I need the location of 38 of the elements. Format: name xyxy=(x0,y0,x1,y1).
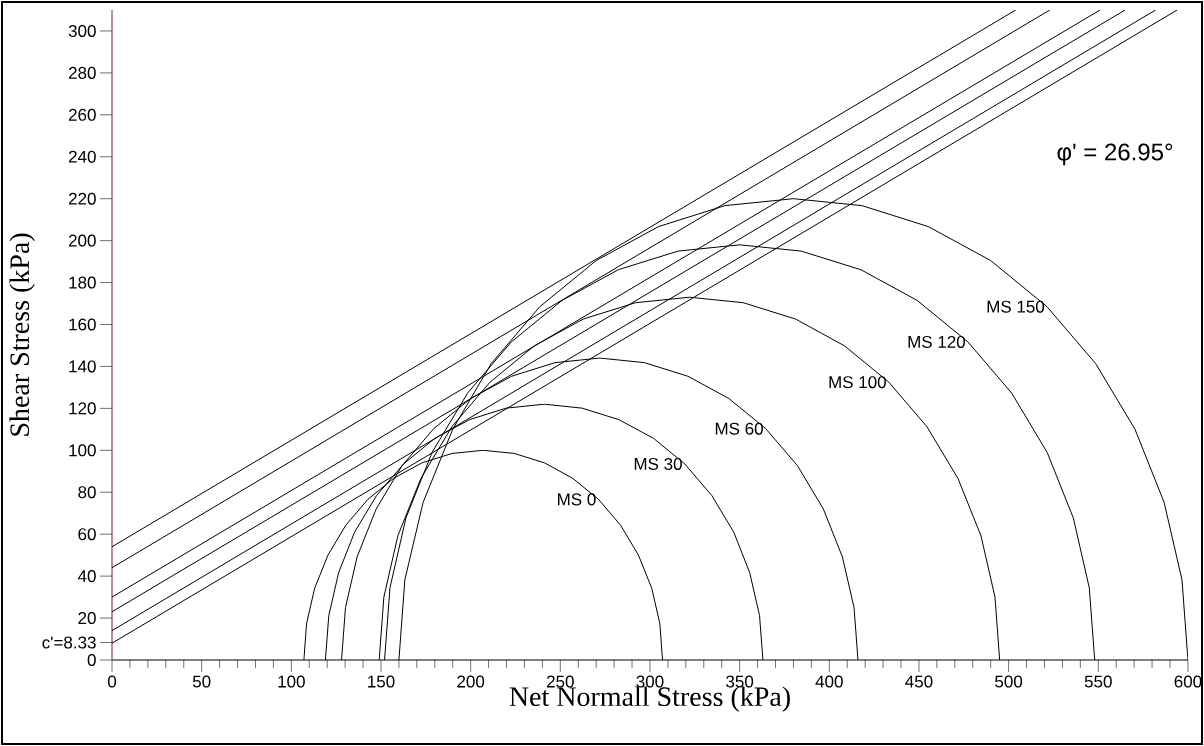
y-tick-label: 20 xyxy=(78,612,96,625)
x-tick-label: 200 xyxy=(457,675,485,688)
x-tick-label: 50 xyxy=(192,675,211,688)
x-tick-label: 250 xyxy=(546,675,574,688)
y-tick-label: 260 xyxy=(68,108,96,121)
annotation: φ' = 26.95° xyxy=(1057,143,1173,166)
x-tick-label: 400 xyxy=(815,675,843,688)
x-tick-label: 450 xyxy=(905,675,933,688)
x-tick-label: 550 xyxy=(1084,675,1112,688)
y-tick-label: c'=8.33 xyxy=(42,636,96,649)
y-tick-label: 0 xyxy=(87,653,96,667)
y-tick-label: 200 xyxy=(68,234,96,247)
x-tick-label: 100 xyxy=(278,675,305,688)
y-tick-label: 40 xyxy=(77,570,96,583)
y-tick-label: 120 xyxy=(69,402,96,415)
x-tick-label: 0 xyxy=(107,675,117,688)
series-label: MS 100 xyxy=(829,376,886,389)
y-axis-title: Shear Stress (kPa) xyxy=(9,233,35,436)
y-tick-label: 60 xyxy=(78,528,96,541)
series-label: MS 30 xyxy=(634,457,682,470)
y-tick-label: 100 xyxy=(69,444,96,457)
y-tick-label: 240 xyxy=(68,150,96,163)
series-label: MS 0 xyxy=(558,493,596,506)
x-tick-label: 150 xyxy=(368,675,395,688)
y-tick-label: 180 xyxy=(69,276,96,289)
series-label: MS 150 xyxy=(987,300,1045,313)
x-tick-label: 300 xyxy=(636,675,664,688)
x-tick-label: 600 xyxy=(1174,675,1202,688)
series-label: MS 60 xyxy=(715,422,763,435)
y-tick-label: 80 xyxy=(78,486,96,499)
y-tick-label: 160 xyxy=(69,318,96,331)
y-tick-label: 300 xyxy=(68,24,96,37)
x-tick-label: 500 xyxy=(995,675,1023,688)
y-tick-label: 140 xyxy=(69,360,96,373)
y-tick-label: 280 xyxy=(68,66,96,79)
x-tick-label: 350 xyxy=(726,675,754,688)
y-tick-label: 220 xyxy=(68,192,96,205)
series-label: MS 120 xyxy=(908,335,966,348)
